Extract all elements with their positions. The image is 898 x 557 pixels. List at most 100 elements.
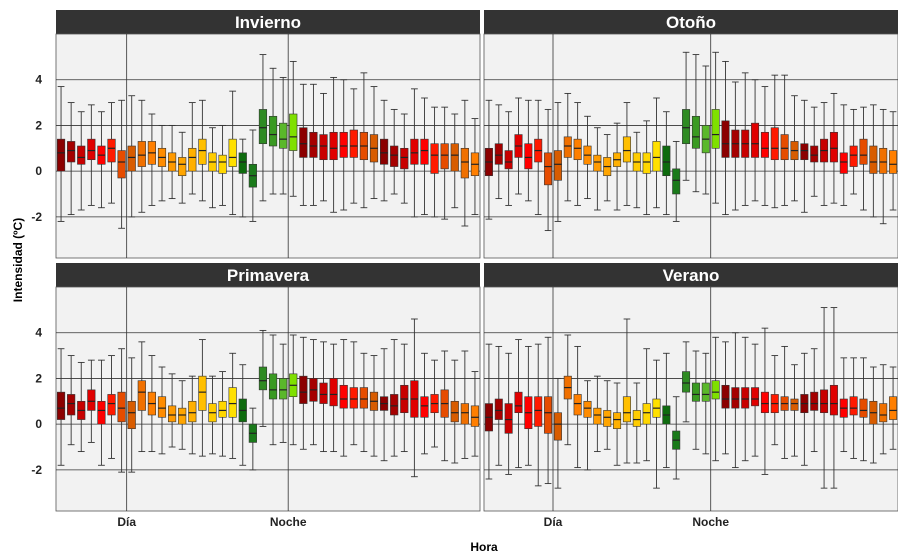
panel-2: Otoño	[483, 10, 898, 259]
box-iqr	[534, 396, 543, 427]
box-33	[380, 348, 389, 462]
box-32	[790, 95, 799, 202]
box-39	[440, 350, 449, 462]
box-31	[359, 72, 368, 209]
box-iqr	[682, 371, 691, 393]
box-26	[731, 332, 740, 469]
box-iqr	[751, 122, 760, 158]
box-iqr	[810, 145, 819, 163]
box-22	[268, 334, 278, 446]
box-12	[593, 127, 602, 211]
box-10	[573, 102, 582, 206]
box-27	[741, 336, 750, 462]
box-iqr	[820, 389, 829, 414]
box-9	[137, 341, 146, 453]
box-iqr	[642, 403, 651, 425]
box-24	[711, 51, 720, 204]
panel-strip	[56, 10, 480, 34]
box-2	[67, 102, 76, 216]
box-iqr	[380, 138, 389, 165]
box-10	[147, 113, 156, 206]
box-iqr	[790, 398, 799, 411]
box-iqr	[329, 378, 338, 407]
box-iqr	[869, 145, 878, 174]
box-7	[544, 336, 553, 485]
box-18	[228, 90, 237, 216]
box-iqr	[400, 147, 409, 170]
box-iqr	[662, 145, 671, 177]
box-iqr	[390, 394, 399, 416]
box-26	[309, 339, 318, 446]
box-36	[829, 307, 838, 489]
box-iqr	[127, 145, 136, 172]
box-iqr	[859, 398, 868, 418]
box-iqr	[691, 115, 700, 149]
box-iqr	[839, 152, 848, 174]
box-15	[198, 99, 207, 202]
box-iqr	[359, 387, 368, 409]
box-iqr	[573, 138, 582, 161]
box-iqr	[760, 391, 769, 414]
y-tick-label: -2	[31, 463, 42, 477]
box-iqr	[682, 109, 691, 145]
box-20	[672, 396, 681, 480]
box-1	[56, 86, 66, 222]
box-11	[157, 366, 167, 455]
box-29	[339, 79, 348, 211]
box-iqr	[349, 129, 358, 158]
box-28	[751, 343, 760, 457]
box-29	[339, 339, 348, 457]
box-iqr	[544, 152, 553, 186]
box-31	[780, 345, 789, 459]
box-20	[248, 407, 257, 471]
box-iqr	[188, 400, 197, 423]
box-iqr	[504, 403, 513, 434]
box-iqr	[238, 152, 247, 174]
box-9	[563, 334, 572, 446]
box-18	[652, 97, 661, 209]
box-iqr	[770, 127, 779, 161]
box-iqr	[450, 143, 459, 172]
box-34	[810, 106, 819, 197]
box-iqr	[879, 403, 888, 423]
box-iqr	[494, 143, 503, 165]
box-7	[117, 99, 126, 229]
box-36	[829, 92, 838, 204]
box-15	[198, 339, 207, 457]
box-iqr	[56, 391, 66, 420]
box-25	[299, 83, 308, 206]
box-40	[450, 359, 459, 464]
box-iqr	[137, 380, 146, 411]
box-31	[359, 352, 368, 453]
x-axis-title: Hora	[470, 540, 498, 554]
box-27	[319, 341, 328, 453]
box-25	[721, 60, 730, 216]
box-3	[77, 361, 86, 453]
box-4	[87, 359, 96, 443]
box-2	[494, 345, 503, 466]
box-28	[329, 76, 338, 213]
box-iqr	[299, 375, 308, 404]
box-42	[889, 366, 898, 450]
box-21	[258, 54, 268, 202]
box-5	[97, 359, 106, 466]
box-10	[573, 345, 582, 469]
box-iqr	[721, 384, 730, 409]
box-iqr	[198, 138, 207, 165]
box-24	[711, 336, 720, 462]
y-tick-label: 0	[35, 164, 42, 178]
box-41	[879, 108, 888, 225]
box-iqr	[622, 136, 631, 163]
box-13	[603, 380, 612, 450]
box-33	[800, 352, 809, 466]
box-iqr	[829, 131, 838, 163]
box-5	[97, 111, 106, 209]
box-7	[117, 348, 126, 473]
panel-title: Verano	[663, 266, 720, 285]
box-30	[770, 355, 779, 446]
box-iqr	[299, 127, 308, 158]
panel-4: Verano Día Noche	[483, 263, 898, 529]
box-42	[470, 118, 480, 216]
box-22	[691, 54, 700, 193]
box-iqr	[198, 375, 207, 411]
